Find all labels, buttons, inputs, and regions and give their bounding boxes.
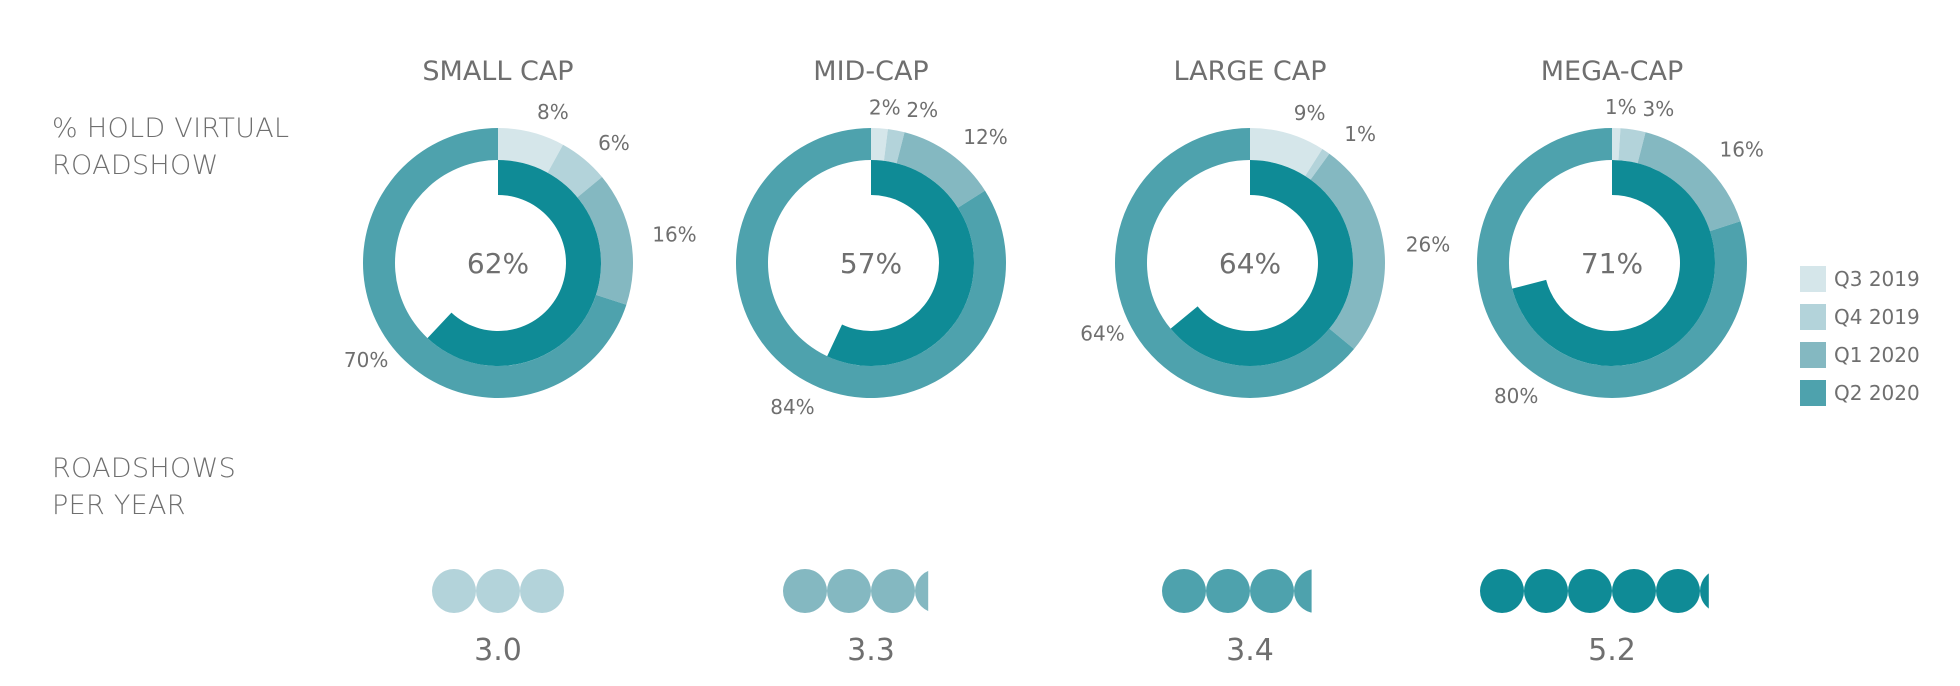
ring-segment-q2-2020 (1115, 128, 1355, 399)
roadshow-dot (1656, 569, 1700, 613)
center-value: 62% (467, 247, 529, 280)
roadshow-dot (1524, 569, 1568, 613)
segment-label: 12% (963, 125, 1007, 149)
legend-swatch (1800, 342, 1826, 368)
ring-segment-q4-2019 (1305, 149, 1330, 180)
roadshows-value: 3.0 (474, 633, 522, 668)
row-label-line: ROADSHOWS (52, 453, 237, 484)
ring-segment-q4-2019 (1618, 128, 1646, 164)
row-label-roadshows-per-year: ROADSHOWS PER YEAR (52, 450, 236, 524)
segment-label: 1% (1605, 95, 1637, 119)
center-value: 71% (1581, 247, 1643, 280)
ring-segment-q3-2019 (1612, 128, 1621, 161)
center-ring (427, 160, 601, 366)
segment-label: 26% (1406, 232, 1450, 256)
segment-label: 3% (1643, 97, 1675, 121)
roadshow-dot (1480, 569, 1524, 613)
roadshow-dot (871, 569, 915, 613)
roadshow-dot (520, 569, 564, 613)
roadshows-value: 5.2 (1588, 633, 1636, 668)
center-ring (1512, 159, 1716, 366)
group-title: MEGA-CAP (1541, 56, 1684, 87)
roadshow-dot (1568, 569, 1612, 613)
segment-label: 64% (1080, 321, 1124, 345)
segment-label: 80% (1494, 384, 1538, 408)
group-title: LARGE CAP (1173, 56, 1326, 87)
legend-label: Q4 2019 (1834, 305, 1920, 329)
roadshows-value: 3.4 (1226, 633, 1274, 668)
roadshow-dot (1250, 569, 1294, 613)
legend-item-q4-2019: Q4 2019 (1800, 298, 1920, 336)
segment-label: 1% (1344, 122, 1376, 146)
segment-label: 84% (770, 395, 814, 419)
legend: Q3 2019 Q4 2019 Q1 2020 Q2 2020 (1800, 260, 1920, 412)
roadshow-dot (783, 569, 827, 613)
segment-label: 16% (1719, 138, 1763, 162)
legend-label: Q1 2020 (1834, 343, 1920, 367)
roadshow-dot (1206, 569, 1250, 613)
roadshow-dot-partial (915, 570, 929, 612)
ring-segment-q1-2020 (1310, 153, 1385, 350)
center-value: 57% (840, 247, 902, 280)
ring-segment-q1-2020 (1637, 132, 1741, 232)
roadshow-dot (1612, 569, 1656, 613)
roadshows-value: 3.3 (847, 633, 895, 668)
ring-segment-q1-2020 (577, 176, 634, 305)
legend-swatch (1800, 380, 1826, 406)
row-label-line: ROADSHOW (52, 150, 219, 181)
segment-label: 8% (537, 100, 569, 124)
row-label-line: % HOLD VIRTUAL (52, 113, 290, 144)
ring-segment-q3-2019 (1250, 128, 1323, 177)
segment-label: 9% (1294, 101, 1326, 125)
ring-segment-q1-2020 (896, 132, 985, 208)
legend-item-q3-2019: Q3 2019 (1800, 260, 1920, 298)
legend-swatch (1800, 304, 1826, 330)
legend-item-q2-2020: Q2 2020 (1800, 374, 1920, 412)
ring-segment-q4-2019 (547, 144, 603, 198)
group-title: MID-CAP (813, 56, 928, 87)
roadshow-dot (432, 569, 476, 613)
legend-item-q1-2020: Q1 2020 (1800, 336, 1920, 374)
roadshow-dot-partial (1700, 573, 1709, 609)
roadshow-dot (827, 569, 871, 613)
segment-label: 2% (869, 95, 901, 119)
ring-segment-q4-2019 (883, 129, 905, 164)
segment-label: 6% (598, 131, 630, 155)
segment-label: 70% (344, 348, 388, 372)
ring-segment-q3-2019 (498, 128, 564, 173)
center-ring (827, 160, 974, 367)
segment-label: 16% (652, 223, 696, 247)
roadshow-dot (476, 569, 520, 613)
center-value: 64% (1219, 247, 1281, 280)
row-label-line: PER YEAR (52, 490, 186, 521)
roadshow-dot (1162, 569, 1206, 613)
roadshow-dot-partial (1294, 569, 1312, 613)
segment-label: 2% (906, 98, 938, 122)
group-title: SMALL CAP (422, 56, 573, 87)
ring-segment-q3-2019 (871, 128, 888, 161)
legend-label: Q2 2020 (1834, 381, 1920, 405)
row-label-virtual-roadshow: % HOLD VIRTUAL ROADSHOW (52, 110, 289, 184)
center-ring (1170, 160, 1353, 367)
legend-label: Q3 2019 (1834, 267, 1920, 291)
legend-swatch (1800, 266, 1826, 292)
